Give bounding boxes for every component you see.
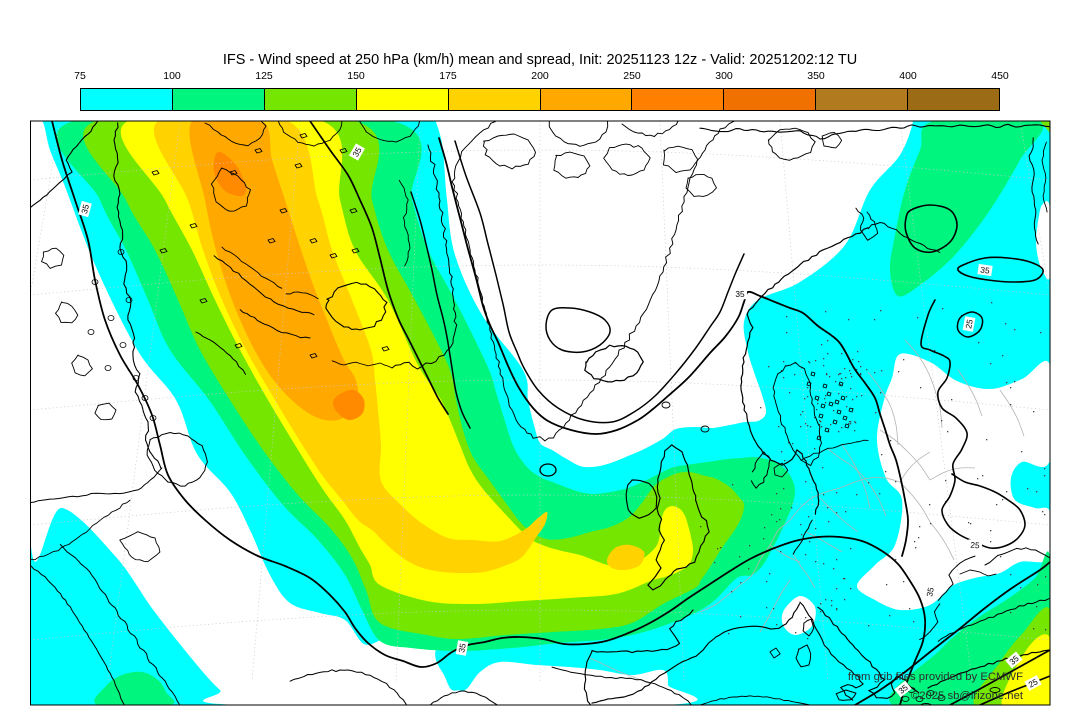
svg-text:25: 25 (970, 540, 980, 551)
svg-text:35: 35 (79, 203, 91, 215)
svg-text:25: 25 (963, 318, 975, 329)
svg-text:35: 35 (924, 586, 936, 597)
svg-text:35: 35 (735, 289, 745, 299)
svg-text:35: 35 (980, 264, 991, 275)
svg-text:35: 35 (456, 642, 468, 653)
